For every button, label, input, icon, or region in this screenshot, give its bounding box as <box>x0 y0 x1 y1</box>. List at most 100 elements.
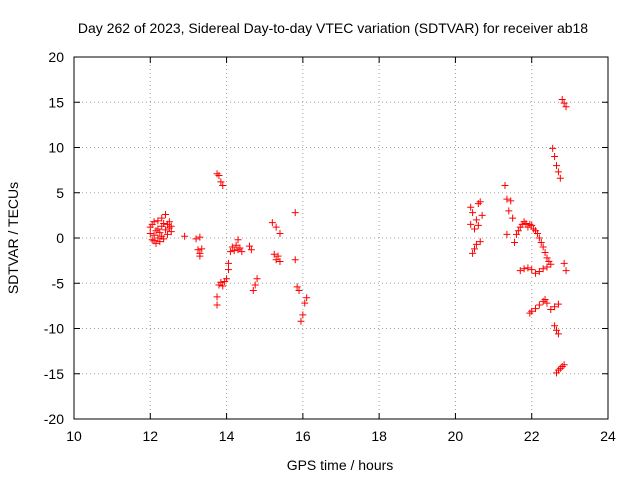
data-point <box>228 243 236 251</box>
data-point <box>558 96 566 104</box>
data-point <box>165 218 173 226</box>
data-point <box>526 309 534 317</box>
data-point <box>192 235 200 243</box>
y-tick-label: 20 <box>48 49 64 65</box>
data-point <box>219 182 227 190</box>
data-point <box>501 182 509 190</box>
data-points <box>146 96 570 377</box>
data-point <box>509 214 517 222</box>
data-point <box>219 282 227 290</box>
data-point <box>467 203 475 211</box>
data-point <box>293 283 301 291</box>
data-point <box>503 230 511 238</box>
data-point <box>511 239 519 247</box>
data-point <box>472 216 480 224</box>
data-point <box>215 172 223 180</box>
data-point <box>224 266 232 274</box>
data-point <box>181 232 189 240</box>
data-point <box>163 230 171 238</box>
data-point <box>165 224 173 232</box>
grid <box>74 57 608 419</box>
data-point <box>150 218 158 226</box>
data-point <box>556 364 564 372</box>
data-point <box>156 238 164 246</box>
data-point <box>160 235 168 243</box>
data-point <box>303 294 311 302</box>
x-tick-label: 16 <box>295 428 311 444</box>
data-point <box>156 229 164 237</box>
data-point <box>562 267 570 275</box>
data-point <box>472 240 480 248</box>
data-point <box>154 225 162 233</box>
x-tick-label: 10 <box>66 428 82 444</box>
data-point <box>467 220 475 228</box>
data-point <box>560 361 568 369</box>
data-point <box>217 178 225 186</box>
data-point <box>213 170 221 178</box>
data-point <box>556 174 564 182</box>
data-point <box>535 267 543 275</box>
data-point <box>230 247 238 255</box>
data-point <box>549 144 557 152</box>
axis-ticks <box>73 56 609 420</box>
x-tick-labels: 10 12 14 16 18 20 22 24 <box>66 428 616 444</box>
data-point <box>516 267 524 275</box>
data-point <box>154 234 162 242</box>
data-point <box>476 238 484 246</box>
data-point <box>512 230 520 238</box>
data-point <box>535 301 543 309</box>
data-point <box>297 317 305 325</box>
data-point <box>528 221 536 229</box>
data-point <box>152 239 160 247</box>
data-point <box>505 207 513 215</box>
data-point <box>226 248 234 256</box>
data-point <box>194 246 202 254</box>
data-point <box>253 275 261 283</box>
data-point <box>245 242 253 250</box>
y-tick-label: -20 <box>44 411 64 427</box>
data-point <box>539 243 547 251</box>
x-tick-label: 20 <box>448 428 464 444</box>
data-point <box>198 245 206 253</box>
data-point <box>274 252 282 260</box>
data-point <box>543 299 551 307</box>
data-point <box>146 229 154 237</box>
data-point <box>196 252 204 260</box>
data-point <box>295 286 303 294</box>
data-point <box>532 305 540 313</box>
data-point <box>223 275 231 283</box>
data-point <box>554 300 562 308</box>
x-axis-label: GPS time / hours <box>287 457 394 473</box>
data-point <box>276 229 284 237</box>
data-point <box>474 221 482 229</box>
data-point <box>272 223 280 231</box>
data-point <box>551 303 559 311</box>
data-point <box>249 286 257 294</box>
data-point <box>554 168 562 176</box>
data-point <box>291 209 299 217</box>
y-tick-label: 0 <box>56 230 64 246</box>
data-point <box>533 229 541 237</box>
data-point <box>469 209 477 217</box>
data-point <box>268 219 276 227</box>
data-point <box>528 266 536 274</box>
data-point <box>251 281 259 289</box>
data-point <box>213 293 221 301</box>
data-point <box>507 197 515 205</box>
data-point <box>547 260 555 268</box>
data-point <box>562 103 570 111</box>
data-point <box>503 195 511 203</box>
data-point <box>196 233 204 241</box>
y-tick-label: -10 <box>44 321 64 337</box>
data-point <box>238 248 246 256</box>
data-point <box>553 162 561 170</box>
data-point <box>234 236 242 244</box>
data-point <box>276 258 284 266</box>
x-tick-label: 24 <box>600 428 616 444</box>
data-point <box>539 265 547 273</box>
y-axis-label: SDTVAR / TECUs <box>5 182 21 294</box>
data-point <box>476 198 484 206</box>
data-point <box>522 220 530 228</box>
data-point <box>291 256 299 264</box>
data-point <box>537 239 545 247</box>
